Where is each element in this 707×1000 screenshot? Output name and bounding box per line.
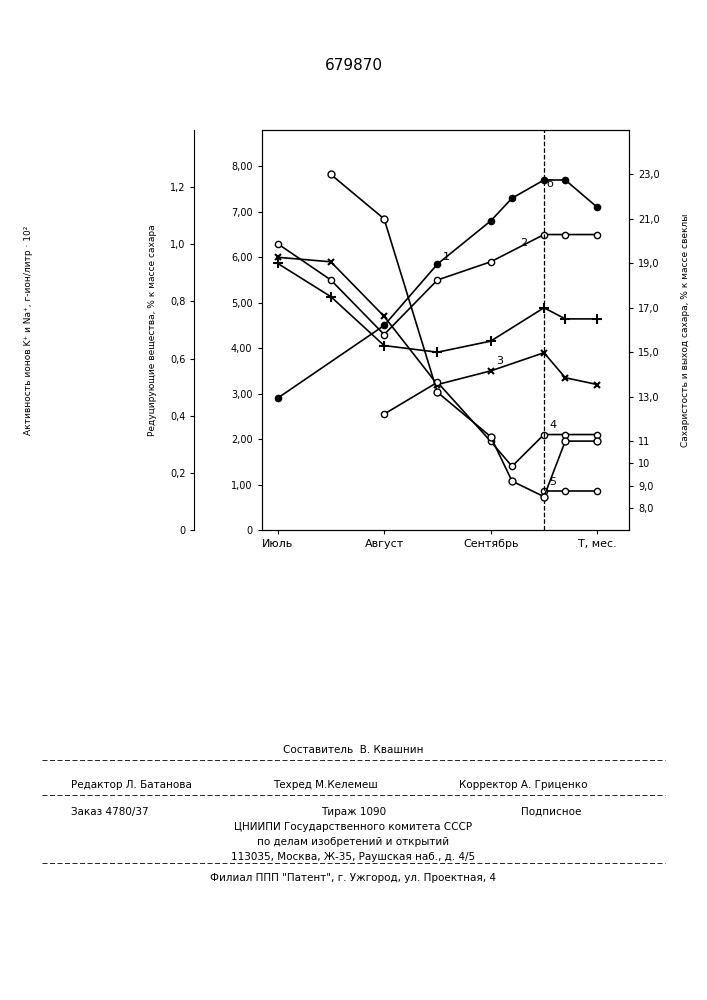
- Text: 4: 4: [549, 420, 556, 430]
- Text: Корректор А. Гриценко: Корректор А. Гриценко: [459, 780, 588, 790]
- Text: б: б: [546, 179, 553, 189]
- Text: Активность ионов K⁺ и Na⁺, г-ион/литр · 10²: Активность ионов K⁺ и Na⁺, г-ион/литр · …: [24, 225, 33, 435]
- Text: Редуцирующие вещества, % к массе сахара: Редуцирующие вещества, % к массе сахара: [148, 224, 156, 436]
- Text: Техред М.Келемеш: Техред М.Келемеш: [273, 780, 378, 790]
- Text: Сахаристость и выход сахара, % к массе свеклы: Сахаристость и выход сахара, % к массе с…: [682, 213, 690, 447]
- Text: по делам изобретений и открытий: по делам изобретений и открытий: [257, 837, 450, 847]
- Text: 113035, Москва, Ж-35, Раушская наб., д. 4/5: 113035, Москва, Ж-35, Раушская наб., д. …: [231, 852, 476, 862]
- Text: ЦНИИПИ Государственного комитета СССР: ЦНИИПИ Государственного комитета СССР: [235, 822, 472, 832]
- Text: Заказ 4780/37: Заказ 4780/37: [71, 807, 148, 817]
- Text: 3: 3: [496, 356, 503, 366]
- Text: 1: 1: [443, 252, 450, 262]
- Text: Редактор Л. Батанова: Редактор Л. Батанова: [71, 780, 192, 790]
- Text: 679870: 679870: [325, 57, 382, 73]
- Text: Составитель  В. Квашнин: Составитель В. Квашнин: [284, 745, 423, 755]
- Text: 5: 5: [549, 477, 556, 487]
- Text: 2: 2: [520, 238, 527, 248]
- Text: Подписное: Подписное: [521, 807, 582, 817]
- Text: Тираж 1090: Тираж 1090: [321, 807, 386, 817]
- Text: Филиал ППП "Патент", г. Ужгород, ул. Проектная, 4: Филиал ППП "Патент", г. Ужгород, ул. Про…: [211, 873, 496, 883]
